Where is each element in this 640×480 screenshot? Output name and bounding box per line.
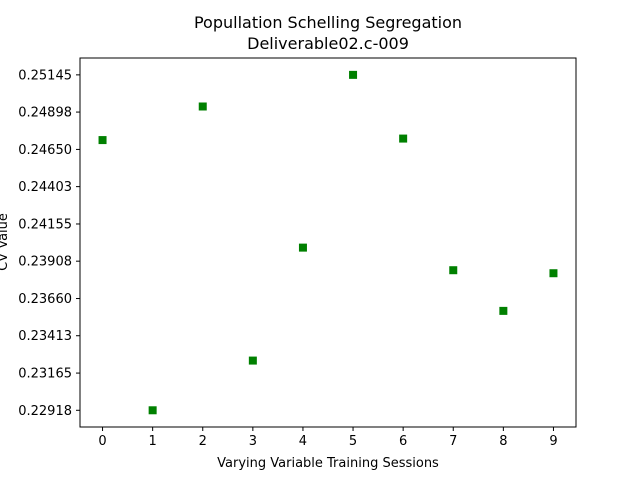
data-point <box>198 102 207 111</box>
chart-title: Popullation Schelling Segregation <box>194 13 462 32</box>
data-point <box>499 306 508 315</box>
data-point <box>298 243 307 252</box>
data-point <box>449 266 458 275</box>
y-tick-label: 0.24403 <box>18 180 72 195</box>
chart-subtitle: Deliverable02.c-009 <box>247 34 409 53</box>
x-tick-label: 2 <box>199 434 207 449</box>
x-axis-label: Varying Variable Training Sessions <box>217 456 439 471</box>
data-point <box>248 356 257 365</box>
data-point <box>98 136 107 145</box>
data-point <box>349 70 358 79</box>
y-tick-label: 0.23660 <box>18 292 72 307</box>
y-tick-label: 0.24898 <box>18 106 72 121</box>
x-tick-label: 8 <box>499 434 507 449</box>
y-tick-label: 0.23165 <box>18 367 72 382</box>
plot-area: 0 1 2 3 4 5 6 7 8 9 0.22918 0.23165 0.23413 0.23660 0.… <box>18 68 557 449</box>
y-tick-label: 0.22918 <box>18 404 72 419</box>
plot-frame <box>79 57 577 428</box>
x-tick-label: 3 <box>249 434 257 449</box>
y-tick-label: 0.23908 <box>18 255 72 270</box>
y-axis-label: CV Value <box>0 213 11 271</box>
x-tick-label: 9 <box>549 434 557 449</box>
y-tick-label: 0.24650 <box>18 143 72 158</box>
data-point <box>399 134 408 143</box>
x-tick-label: 0 <box>98 434 106 449</box>
data-point <box>148 406 157 415</box>
x-tick-label: 1 <box>149 434 157 449</box>
data-point <box>549 269 558 278</box>
x-tick-label: 7 <box>449 434 457 449</box>
x-tick-label: 4 <box>299 434 307 449</box>
y-tick-label: 0.23413 <box>18 329 72 344</box>
x-tick-label: 6 <box>399 434 407 449</box>
y-tick-label: 0.24155 <box>18 217 72 232</box>
y-tick-label: 0.25145 <box>18 68 72 83</box>
x-tick-label: 5 <box>349 434 357 449</box>
